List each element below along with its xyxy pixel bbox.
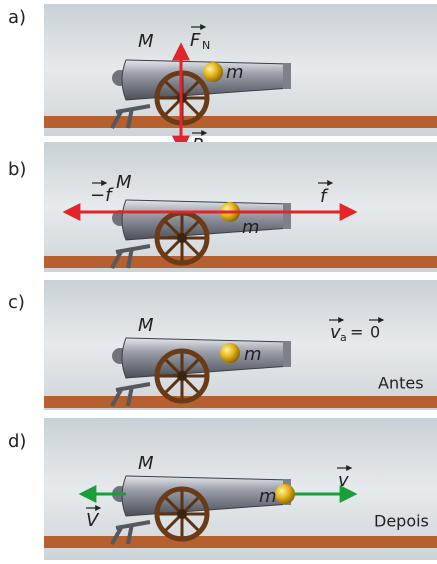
panel-a: a) M m F N P bbox=[8, 4, 437, 156]
velocity-symbol: V bbox=[86, 510, 100, 531]
panel-label: b) bbox=[8, 159, 26, 180]
panel-label: a) bbox=[8, 7, 26, 28]
cannon-mass: M bbox=[138, 315, 154, 336]
ball-mass: m bbox=[226, 62, 244, 83]
caption: Antes bbox=[378, 374, 424, 393]
panel-b: b) M m −f f bbox=[8, 142, 437, 272]
ball-mass: m bbox=[242, 217, 260, 238]
force-symbol: F bbox=[190, 30, 201, 51]
floor bbox=[44, 536, 437, 548]
panel-label: c) bbox=[8, 292, 25, 313]
diagram: a) M m F N P b) M m −f f c) M m v a = bbox=[0, 0, 437, 564]
floor bbox=[44, 396, 437, 408]
zero-vector: 0 bbox=[370, 323, 380, 342]
ball bbox=[203, 62, 223, 82]
page: {"panels": [ {"label": "a)", "cannon_mas… bbox=[0, 0, 437, 564]
force-symbol: −f bbox=[90, 185, 114, 206]
ball-mass: m bbox=[244, 344, 262, 365]
panel-d: d) M m v V Depois bbox=[8, 418, 437, 560]
force-subscript: N bbox=[202, 39, 210, 52]
ball bbox=[275, 484, 295, 504]
panel-c: c) M m v a = 0 Antes bbox=[8, 280, 437, 410]
floor bbox=[44, 256, 437, 268]
panel-label: d) bbox=[8, 431, 26, 452]
ball-mass: m bbox=[259, 486, 277, 507]
cannon-mass: M bbox=[116, 172, 132, 193]
velocity-symbol: v bbox=[338, 470, 349, 491]
caption: Depois bbox=[374, 512, 429, 531]
ball bbox=[220, 343, 240, 363]
equals-sign: = bbox=[350, 323, 363, 342]
floor bbox=[44, 116, 437, 128]
velocity-subscript: a bbox=[340, 331, 347, 344]
cannon-mass: M bbox=[138, 453, 154, 474]
cannon-mass: M bbox=[138, 31, 154, 52]
